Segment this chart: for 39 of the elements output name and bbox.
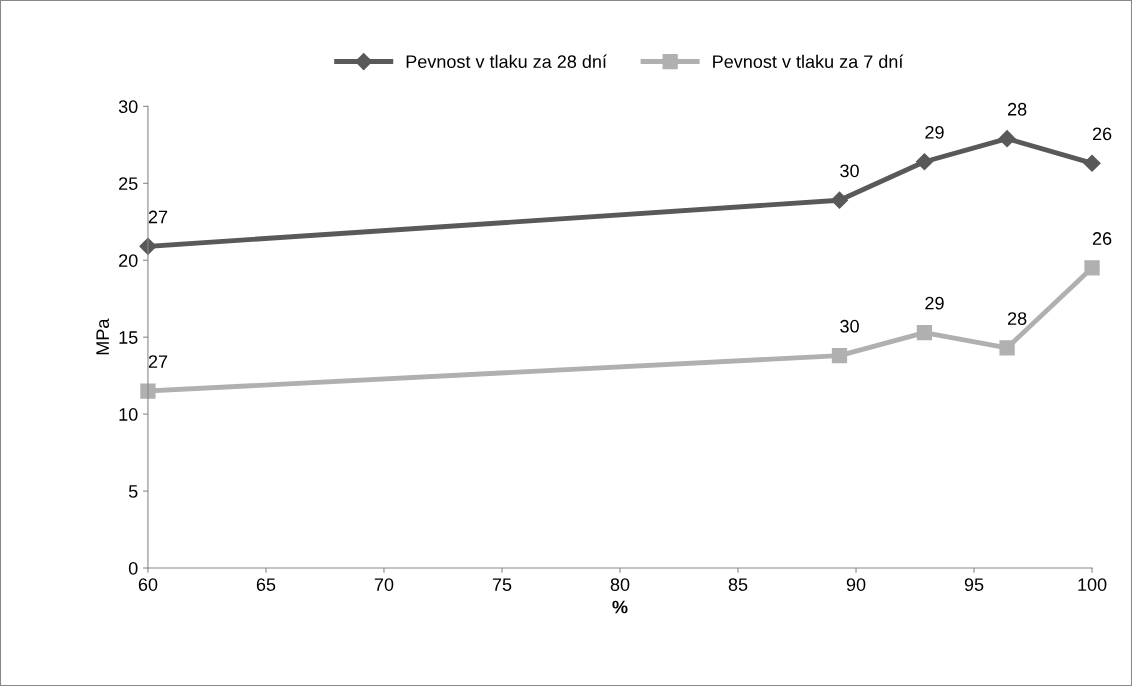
- x-tick-label: 85: [728, 578, 748, 591]
- y-axis-title: MPa: [96, 318, 110, 355]
- point: [140, 383, 156, 399]
- x-tick-label: 100: [1078, 578, 1107, 591]
- point: [999, 340, 1015, 356]
- legend-label: Pevnost v tlaku za 28 dní: [406, 54, 607, 69]
- x-tick-label: 75: [492, 578, 512, 591]
- x-tick-label: 60: [138, 578, 158, 591]
- annotation: 26: [1092, 232, 1112, 245]
- x-tick-label: 95: [964, 578, 984, 591]
- y-tick-label: 0: [128, 561, 138, 575]
- annotation: 26: [1092, 127, 1112, 141]
- x-tick-label: 65: [256, 578, 276, 591]
- annotation: 29: [925, 125, 944, 139]
- annotation: 29: [925, 296, 944, 310]
- y-tick-label: 15: [119, 331, 138, 344]
- point: [1083, 154, 1101, 172]
- point: [1084, 260, 1100, 276]
- y-tick-label: 5: [128, 485, 138, 498]
- x-tick-label: 90: [846, 578, 866, 591]
- annotation: 28: [1007, 102, 1027, 116]
- point: [831, 347, 848, 364]
- point: [998, 130, 1016, 148]
- x-tick-label: 80: [610, 578, 630, 591]
- x-axis-title: %: [612, 600, 628, 614]
- point: [916, 324, 933, 341]
- x-tick-label: 70: [374, 578, 394, 591]
- legend-label: Pevnost v tlaku za 7 dní: [713, 54, 904, 69]
- annotation: 30: [840, 319, 859, 333]
- annotation: 27: [148, 355, 168, 368]
- y-tick-label: 30: [118, 100, 138, 114]
- y-tick-label: 10: [119, 408, 138, 421]
- annotation: 28: [1007, 312, 1027, 325]
- annotation: 30: [840, 164, 859, 178]
- point: [830, 191, 849, 209]
- y-tick-label: 25: [119, 177, 138, 190]
- y-tick-label: 20: [119, 254, 138, 267]
- annotation: 27: [148, 210, 168, 224]
- point: [915, 153, 934, 171]
